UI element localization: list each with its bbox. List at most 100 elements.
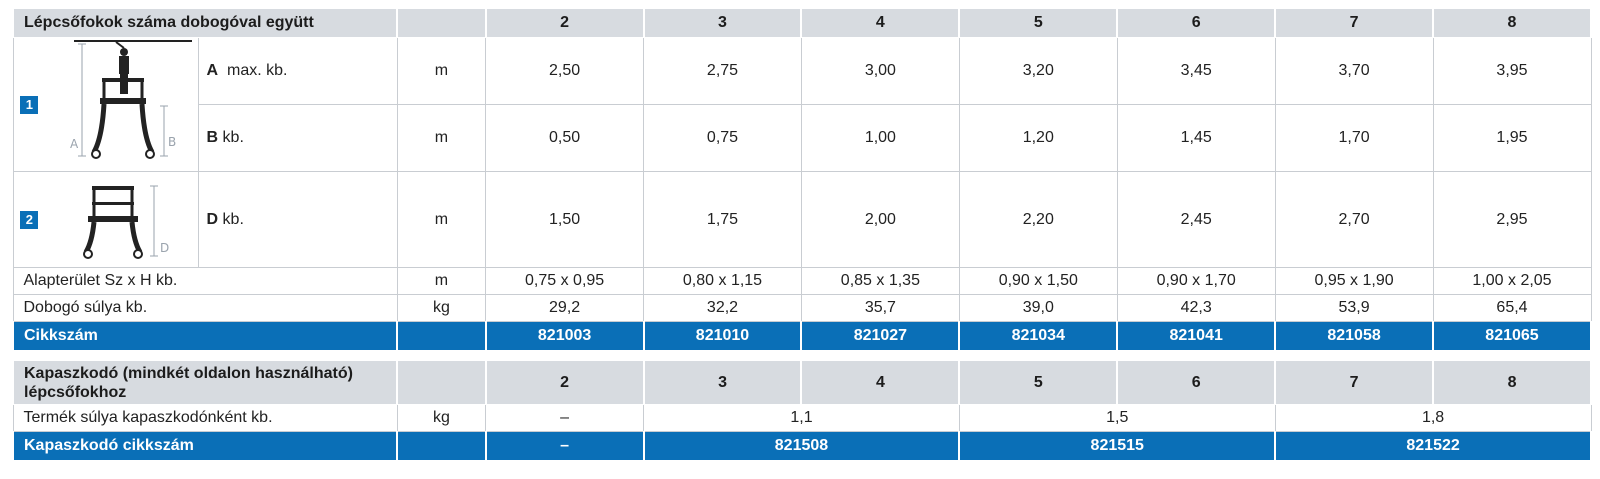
value-cell: 1,1 [643, 404, 960, 432]
value-cell: 1,00 x 2,05 [1432, 267, 1592, 295]
value-cell: 42,3 [1116, 294, 1276, 322]
handrail-table: Kapaszkodó (mindkét oldalon használható)… [11, 360, 1592, 461]
value-cell: 2,00 [800, 171, 960, 268]
row-label: Dobogó súlya kb. [12, 294, 398, 322]
article-number: 821027 [800, 321, 961, 351]
table-row: Termék súlya kapaszkodónként kb. kg – 1,… [12, 404, 1592, 432]
variant-badge: 2 [20, 210, 39, 229]
value-cell: 3,70 [1274, 37, 1434, 105]
row-label: Alapterület Sz x H kb. [12, 267, 398, 295]
row-label: A max. kb. [197, 37, 398, 105]
variant-badge: 1 [20, 95, 39, 114]
row-label: D kb. [197, 171, 398, 268]
dim-label-d: D [160, 241, 169, 255]
article-number: 821034 [958, 321, 1119, 351]
value-cell: 39,0 [958, 294, 1118, 322]
handrail-header-label: Kapaszkodó (mindkét oldalon használható)… [11, 360, 399, 405]
value-cell: 65,4 [1432, 294, 1592, 322]
table-row: B kb. m 0,50 0,75 1,00 1,20 1,45 1,70 1,… [13, 104, 1592, 172]
col-header: 5 [958, 360, 1119, 405]
col-header: 8 [1432, 360, 1592, 405]
col-header: 3 [642, 360, 803, 405]
platform-with-person-illustration: A B [45, 37, 199, 172]
value-cell: 0,95 x 1,90 [1274, 267, 1434, 295]
col-header: 4 [800, 360, 961, 405]
header-label: Lépcsőfokok száma dobogóval együtt [11, 8, 399, 38]
unit-cell: m [396, 267, 487, 295]
col-header: 8 [1432, 8, 1592, 38]
value-cell: 2,70 [1274, 171, 1434, 268]
col-header: 6 [1116, 360, 1277, 405]
value-cell: 2,95 [1432, 171, 1592, 268]
article-number: 821065 [1432, 321, 1592, 351]
value-cell: 1,00 [800, 104, 960, 172]
table-row: Alapterület Sz x H kb. m 0,75 x 0,95 0,8… [12, 267, 1592, 295]
value-cell: 35,7 [800, 294, 960, 322]
col-header: 5 [958, 8, 1119, 38]
unit-cell: kg [396, 404, 487, 432]
platform-icon: D [83, 185, 170, 259]
platform-person-icon: A B [70, 40, 193, 159]
col-header: 6 [1116, 8, 1277, 38]
dim-label-a: A [70, 137, 79, 151]
value-cell: 0,75 [643, 104, 802, 172]
article-row: Cikkszám 821003 821010 821027 821034 821… [11, 321, 1592, 351]
value-cell: 0,85 x 1,35 [800, 267, 960, 295]
value-cell: 1,5 [958, 404, 1276, 432]
article-label: Cikkszám [11, 321, 399, 351]
value-cell: 1,50 [485, 171, 645, 268]
unit-cell: m [396, 37, 487, 105]
value-cell: 0,75 x 0,95 [485, 267, 645, 295]
col-header: 3 [642, 8, 803, 38]
article-number: 821058 [1274, 321, 1434, 351]
col-header: 2 [484, 8, 645, 38]
value-cell: 0,80 x 1,15 [643, 267, 802, 295]
value-cell: 2,75 [643, 37, 802, 105]
article-number: 821010 [642, 321, 803, 351]
specs-table: Lépcsőfokok száma dobogóval együtt 2 3 4… [11, 8, 1592, 351]
header-row: Kapaszkodó (mindkét oldalon használható)… [11, 360, 1592, 405]
value-cell: 2,45 [1116, 171, 1276, 268]
value-cell: 1,95 [1432, 104, 1592, 172]
value-cell: 3,00 [800, 37, 960, 105]
value-cell: 3,95 [1432, 37, 1592, 105]
article-number: 821522 [1274, 431, 1592, 461]
table-row: 2 D D kb. m 1,50 1,75 2,00 2,20 [12, 171, 1592, 268]
col-header: 4 [800, 8, 961, 38]
article-number: 821003 [484, 321, 645, 351]
value-cell: 32,2 [643, 294, 802, 322]
value-cell: 2,20 [958, 171, 1118, 268]
value-cell: – [485, 404, 645, 432]
article-row: Kapaszkodó cikkszám – 821508 821515 8215… [11, 431, 1592, 461]
value-cell: 1,45 [1116, 104, 1276, 172]
value-cell: 1,70 [1274, 104, 1434, 172]
header-row: Lépcsőfokok száma dobogóval együtt 2 3 4… [11, 8, 1592, 38]
col-header: 7 [1274, 8, 1434, 38]
header-unit-cell [396, 8, 487, 38]
table-row: 1 A [12, 37, 1592, 172]
value-cell: 1,75 [643, 171, 802, 268]
article-number: 821508 [642, 431, 961, 461]
value-cell: 2,50 [485, 37, 645, 105]
value-cell: 3,45 [1116, 37, 1276, 105]
row-label: Termék súlya kapaszkodónként kb. [12, 404, 398, 432]
col-header: 7 [1274, 360, 1435, 405]
unit-cell: m [396, 171, 487, 268]
value-cell: 0,90 x 1,70 [1116, 267, 1276, 295]
value-cell: 0,90 x 1,50 [958, 267, 1118, 295]
value-cell: 1,8 [1274, 404, 1592, 432]
value-cell: 53,9 [1274, 294, 1434, 322]
unit-cell: m [396, 104, 487, 172]
unit-cell: kg [396, 294, 487, 322]
value-cell: 29,2 [485, 294, 645, 322]
dim-label-b: B [168, 135, 176, 149]
value-cell: 0,50 [485, 104, 645, 172]
table-row: Dobogó súlya kb. kg 29,2 32,2 35,7 39,0 … [12, 294, 1592, 322]
value-cell: 3,20 [958, 37, 1118, 105]
article-label: Kapaszkodó cikkszám [11, 431, 399, 461]
article-number: 821041 [1116, 321, 1277, 351]
platform-illustration: D [45, 171, 199, 268]
col-header: 2 [484, 360, 645, 405]
article-number: 821515 [958, 431, 1277, 461]
value-cell: 1,20 [958, 104, 1118, 172]
